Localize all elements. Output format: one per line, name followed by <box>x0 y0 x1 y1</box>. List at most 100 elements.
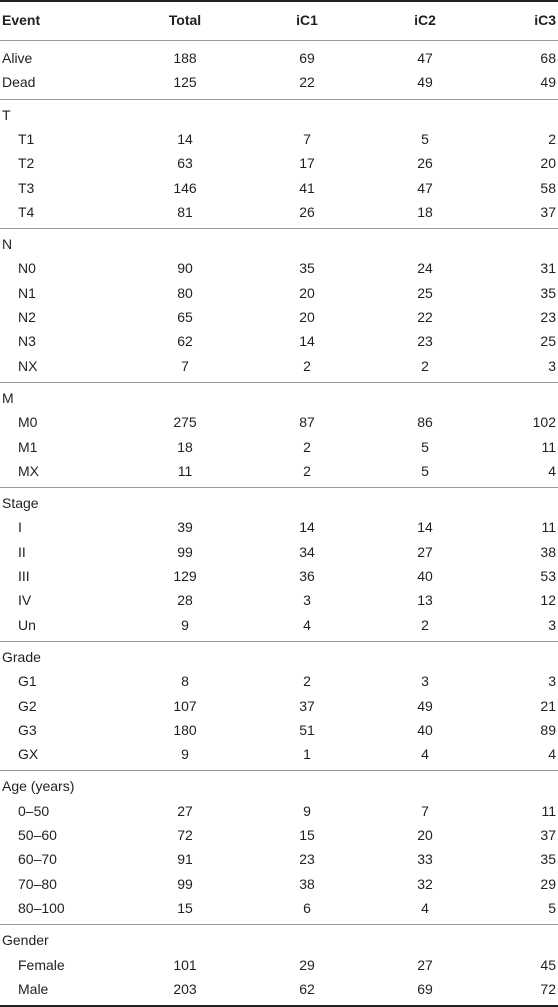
table-cell: 20 <box>417 827 433 843</box>
table-cell: 23 <box>299 851 315 868</box>
table-cell: 15 <box>299 827 315 843</box>
group-rule <box>0 228 558 230</box>
row-label: 60–70 <box>18 851 57 868</box>
table-cell: 86 <box>417 414 433 431</box>
group-rule <box>0 487 558 489</box>
table-cell: 14 <box>299 519 315 536</box>
table-cell: 2 <box>548 130 556 147</box>
table-cell: 3 <box>548 616 556 633</box>
table-cell: 25 <box>417 284 433 301</box>
table-cell: 23 <box>540 309 556 325</box>
row-label: N1 <box>18 284 36 301</box>
row-label: II <box>18 543 26 560</box>
table-cell: 4 <box>548 462 556 479</box>
table-cell: 2 <box>303 438 311 455</box>
table-cell: 2 <box>421 357 429 374</box>
row-label: T2 <box>18 155 35 172</box>
group-label: Grade <box>2 648 41 665</box>
table-cell: 2 <box>303 673 311 690</box>
row-label: N2 <box>18 309 36 325</box>
row-label: 0–50 <box>18 802 50 819</box>
table-cell: 2 <box>421 616 429 633</box>
table-cell: 1 <box>303 746 311 763</box>
table-cell: 68 <box>540 50 556 66</box>
row-label: Un <box>18 616 36 633</box>
group-rule <box>0 924 558 926</box>
table-cell: 62 <box>177 333 193 350</box>
table-cell: 146 <box>173 179 197 196</box>
table-cell: 15 <box>177 899 193 916</box>
table-cell: 11 <box>177 462 193 479</box>
group-label: N <box>2 236 13 253</box>
table-cell: 2 <box>303 462 311 479</box>
row-label: T1 <box>18 130 35 147</box>
table-cell: 62 <box>299 980 315 997</box>
row-label: Female <box>18 956 65 973</box>
table-cell: 37 <box>540 203 556 220</box>
table-cell: 12 <box>540 592 556 609</box>
header-cell: Event <box>2 12 41 28</box>
table-cell: 41 <box>299 179 315 196</box>
table-cell: 18 <box>417 203 433 220</box>
table-cell: 7 <box>181 357 189 374</box>
group-label: Age (years) <box>2 778 75 795</box>
table-cell: 69 <box>417 980 433 997</box>
group-label: M <box>2 389 14 406</box>
table-cell: 27 <box>417 543 433 560</box>
header-cell: iC2 <box>414 12 436 28</box>
table-cell: 180 <box>173 721 197 738</box>
table-cell: 7 <box>303 130 311 147</box>
table-cell: 14 <box>177 130 193 147</box>
table-cell: 40 <box>417 568 433 584</box>
table-cell: 89 <box>540 721 556 738</box>
row-label: G3 <box>18 721 37 738</box>
table-cell: 32 <box>417 875 433 892</box>
table-cell: 91 <box>177 851 193 868</box>
table-cell: 5 <box>421 462 429 479</box>
table-cell: 45 <box>540 956 556 973</box>
table-cell: 21 <box>540 697 556 714</box>
table-cell: 27 <box>417 956 433 973</box>
table-cell: 2 <box>303 357 311 374</box>
table-cell: 3 <box>548 673 556 690</box>
table-cell: 28 <box>177 592 193 609</box>
table-cell: 20 <box>299 309 315 325</box>
table-cell: 49 <box>417 697 433 714</box>
table-cell: 63 <box>177 155 193 172</box>
row-label: M0 <box>18 414 38 431</box>
row-label: G2 <box>18 697 37 714</box>
table-cell: 3 <box>548 357 556 374</box>
header-cell: iC3 <box>534 12 556 28</box>
table-cell: 36 <box>299 568 315 584</box>
row-label: 50–60 <box>18 827 57 843</box>
table-cell: 11 <box>541 802 556 819</box>
table-cell: 13 <box>417 592 433 609</box>
table-cell: 4 <box>303 616 311 633</box>
table-cell: 20 <box>299 284 315 301</box>
row-label: Alive <box>2 50 33 66</box>
table-cell: 99 <box>177 543 193 560</box>
table-cell: 47 <box>417 179 433 196</box>
row-label: T4 <box>18 203 35 220</box>
row-label: Male <box>18 980 49 997</box>
row-label: N3 <box>18 333 36 350</box>
header-cell: Total <box>168 12 202 28</box>
table-cell: 53 <box>540 568 556 584</box>
table-cell: 49 <box>540 74 556 91</box>
table-cell: 72 <box>540 980 556 997</box>
table-cell: 5 <box>421 130 429 147</box>
table-cell: 33 <box>417 851 433 868</box>
table-cell: 81 <box>177 203 193 220</box>
table-cell: 11 <box>541 519 556 536</box>
table-cell: 24 <box>417 260 433 277</box>
table-cell: 9 <box>181 746 189 763</box>
table-cell: 69 <box>299 50 315 66</box>
row-label: G1 <box>18 673 37 690</box>
row-label: T3 <box>18 179 35 196</box>
table-cell: 38 <box>299 875 315 892</box>
table-cell: 47 <box>417 50 433 66</box>
table-cell: 65 <box>177 309 193 325</box>
table-cell: 4 <box>421 746 429 763</box>
header-cell: iC1 <box>296 12 318 28</box>
